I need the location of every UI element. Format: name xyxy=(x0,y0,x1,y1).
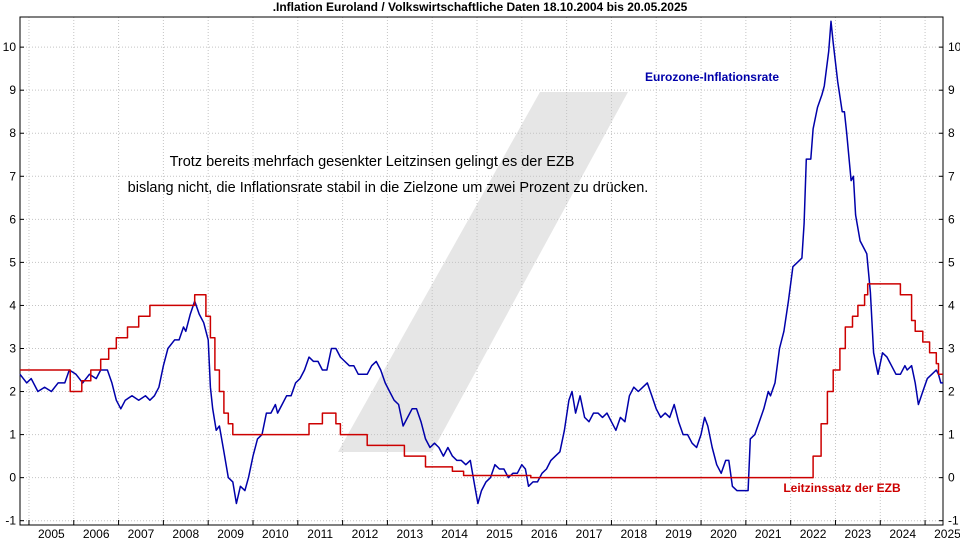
x-tick-label: 2017 xyxy=(576,527,603,540)
y-tick-label-left: -1 xyxy=(5,514,16,528)
x-tick-label: 2013 xyxy=(396,527,423,540)
y-tick-label-right: 2 xyxy=(948,385,955,399)
x-tick-label: 2016 xyxy=(531,527,558,540)
x-tick-label: 2022 xyxy=(800,527,827,540)
series-label-leitzins: Leitzinssatz der EZB xyxy=(783,481,901,495)
x-tick-label: 2012 xyxy=(352,527,379,540)
x-tick-label: 2015 xyxy=(486,527,513,540)
y-tick-label-right: 3 xyxy=(948,341,955,355)
x-tick-label: 2023 xyxy=(845,527,872,540)
x-tick-label: 2020 xyxy=(710,527,737,540)
leitzins-line xyxy=(20,283,943,479)
y-tick-label-left: 10 xyxy=(3,40,17,54)
plot-frame xyxy=(19,16,944,526)
annotation-line-1: Trotz bereits mehrfach gesenkter Leitzin… xyxy=(170,154,575,170)
x-tick-label: 2018 xyxy=(620,527,647,540)
x-tick-label: 2006 xyxy=(83,527,110,540)
y-tick-label-right: 0 xyxy=(948,471,955,485)
series-label-inflation: Eurozone-Inflationsrate xyxy=(645,70,779,84)
y-tick-label-left: 5 xyxy=(9,255,16,269)
annotation-line-2: bislang nicht, die Inflationsrate stabil… xyxy=(128,180,649,196)
x-tick-label: 2007 xyxy=(128,527,155,540)
x-tick-label: 2008 xyxy=(172,527,199,540)
chart-title: .Inflation Euroland / Volkswirtschaftlic… xyxy=(273,0,688,14)
x-tick-label: 2011 xyxy=(307,527,333,540)
x-tick-label: 2024 xyxy=(889,527,916,540)
x-tick-label: 2005 xyxy=(38,527,65,540)
y-tick-label-right: -1 xyxy=(948,514,959,528)
x-tick-label: 2021 xyxy=(755,527,782,540)
y-tick-label-right: 10 xyxy=(948,40,960,54)
x-tick-label: 2025 xyxy=(934,527,960,540)
y-tick-label-left: 4 xyxy=(9,298,16,312)
watermark-logo xyxy=(338,92,628,452)
y-tick-label-left: 7 xyxy=(9,169,16,183)
y-tick-label-right: 4 xyxy=(948,298,955,312)
y-tick-label-left: 6 xyxy=(9,212,16,226)
x-tick-label: 2014 xyxy=(441,527,468,540)
x-tick-label: 2019 xyxy=(665,527,692,540)
y-tick-label-left: 1 xyxy=(9,428,16,442)
y-tick-label-right: 8 xyxy=(948,126,955,140)
y-tick-label-left: 3 xyxy=(9,341,16,355)
y-tick-label-left: 8 xyxy=(9,126,16,140)
y-tick-label-right: 7 xyxy=(948,169,955,183)
y-tick-label-left: 2 xyxy=(9,385,16,399)
y-tick-label-right: 5 xyxy=(948,255,955,269)
y-tick-label-left: 0 xyxy=(9,471,16,485)
x-tick-label: 2010 xyxy=(262,527,289,540)
y-tick-label-right: 1 xyxy=(948,428,955,442)
y-tick-label-right: 9 xyxy=(948,83,955,97)
y-tick-label-left: 9 xyxy=(9,83,16,97)
y-tick-label-right: 6 xyxy=(948,212,955,226)
x-tick-label: 2009 xyxy=(217,527,244,540)
inflation-rate-line xyxy=(19,20,943,505)
